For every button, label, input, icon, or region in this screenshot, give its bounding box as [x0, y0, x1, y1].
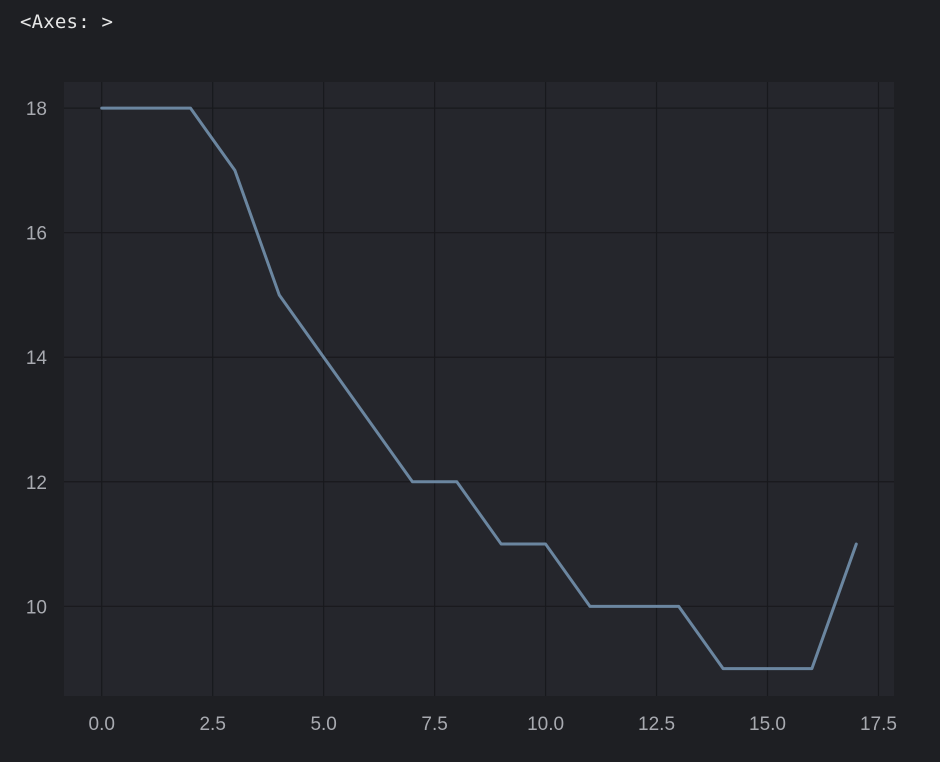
axes-repr-text: <Axes: > — [20, 11, 114, 33]
y-tick-label: 14 — [26, 348, 48, 369]
series-layer — [100, 106, 858, 671]
y-axis-ticks: 10 12 14 16 18 — [26, 99, 48, 618]
series-line — [100, 106, 858, 671]
x-tick-label: 7.5 — [421, 714, 447, 735]
x-tick-label: 12.5 — [638, 714, 675, 735]
x-tick-label: 10.0 — [527, 714, 564, 735]
x-tick-label: 0.0 — [89, 714, 115, 735]
plot-area — [64, 82, 894, 696]
x-tick-label: 2.5 — [199, 714, 225, 735]
grid-lines — [64, 82, 894, 696]
y-tick-label: 10 — [26, 597, 47, 618]
x-tick-label: 17.5 — [860, 714, 897, 735]
x-tick-label: 5.0 — [310, 714, 336, 735]
y-tick-label: 12 — [26, 473, 47, 494]
y-tick-label: 18 — [26, 99, 47, 120]
y-tick-label: 16 — [26, 224, 47, 245]
x-axis-ticks: 0.0 2.5 5.0 7.5 10.0 12.5 15.0 17.5 — [89, 714, 897, 735]
x-tick-label: 15.0 — [749, 714, 786, 735]
